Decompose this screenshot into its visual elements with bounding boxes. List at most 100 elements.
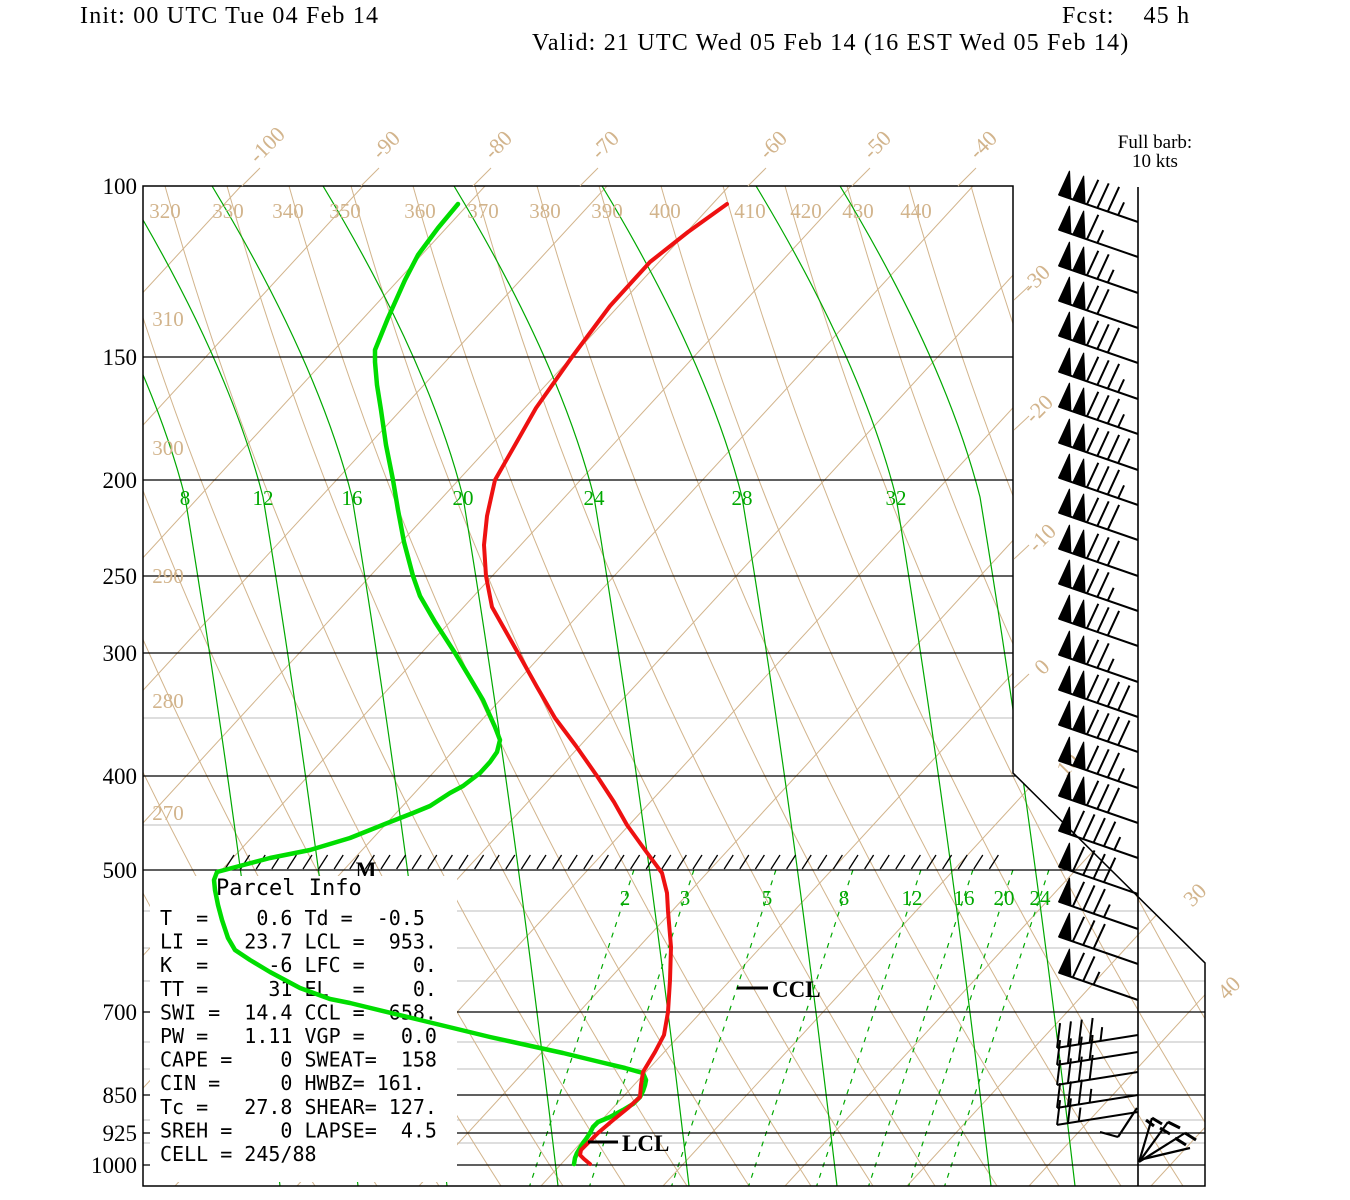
svg-text:20: 20 xyxy=(994,886,1015,910)
svg-text:-20: -20 xyxy=(1019,389,1057,427)
svg-text:24: 24 xyxy=(1030,886,1052,910)
svg-text:28: 28 xyxy=(732,486,753,510)
svg-text:100: 100 xyxy=(103,174,138,199)
parcel-info-background xyxy=(150,876,457,1182)
svg-text:0: 0 xyxy=(1029,654,1054,679)
wind-barb xyxy=(1056,1098,1139,1126)
wind-barb xyxy=(1057,524,1139,577)
parcel-info-title: Parcel Info xyxy=(216,876,362,901)
wind-barb xyxy=(1057,488,1139,541)
wind-barb xyxy=(1057,912,1139,965)
svg-text:1000: 1000 xyxy=(91,1153,137,1178)
svg-text:340: 340 xyxy=(272,199,304,223)
svg-text:420: 420 xyxy=(790,199,822,223)
lcl-marker: LCL xyxy=(588,1131,669,1156)
svg-text:300: 300 xyxy=(152,436,184,460)
parcel-info-line: LI = 23.7 LCL = 953. xyxy=(160,930,437,954)
wind-barb xyxy=(1057,948,1139,1001)
wind-barb xyxy=(1056,1079,1139,1109)
svg-text:CCL: CCL xyxy=(772,977,821,1002)
parcel-info-line: K = -6 LFC = 0. xyxy=(160,953,437,977)
svg-text:30: 30 xyxy=(1178,878,1211,911)
svg-text:40: 40 xyxy=(1212,971,1245,1004)
svg-text:310: 310 xyxy=(152,307,184,331)
parcel-info-line: PW = 1.11 VGP = 0.0 xyxy=(160,1024,437,1048)
plot-border xyxy=(142,185,1206,1187)
svg-text:320: 320 xyxy=(149,199,181,223)
svg-text:12: 12 xyxy=(902,886,923,910)
wind-barb xyxy=(1057,382,1139,435)
moist-adiabat-labels: 8 12 16 20 24 28 32 xyxy=(180,486,907,510)
svg-text:270: 270 xyxy=(152,801,184,825)
svg-text:-100: -100 xyxy=(244,122,290,168)
wind-barb xyxy=(1057,665,1139,718)
svg-text:700: 700 xyxy=(103,1000,138,1025)
wind-barb xyxy=(1057,806,1139,859)
svg-text:-40: -40 xyxy=(963,125,1001,163)
svg-text:8: 8 xyxy=(839,886,850,910)
hatch-band-500 xyxy=(224,854,999,870)
svg-text:-80: -80 xyxy=(478,125,516,163)
svg-text:430: 430 xyxy=(842,199,874,223)
svg-text:16: 16 xyxy=(954,886,975,910)
wind-barb xyxy=(1057,736,1139,789)
isotherm-labels-top: -100 -90 -80 -70 -60 -50 -40 xyxy=(241,122,1002,187)
svg-text:400: 400 xyxy=(103,764,138,789)
wind-barb xyxy=(1057,700,1139,753)
wind-barbs xyxy=(1056,170,1197,1186)
svg-text:150: 150 xyxy=(103,345,138,370)
parcel-info-line: CIN = 0 HWBZ= 161. xyxy=(160,1071,425,1095)
svg-text:400: 400 xyxy=(649,199,681,223)
surface-wind-cluster xyxy=(1099,1107,1197,1163)
svg-text:350: 350 xyxy=(329,199,361,223)
wind-barb xyxy=(1057,170,1139,223)
svg-text:850: 850 xyxy=(103,1083,138,1108)
svg-text:-50: -50 xyxy=(857,125,895,163)
wind-barb xyxy=(1056,1017,1139,1049)
parcel-info-line: SREH = 0 LAPSE= 4.5 xyxy=(160,1118,437,1142)
wind-barb xyxy=(1057,630,1139,683)
svg-text:410: 410 xyxy=(734,199,766,223)
svg-text:-70: -70 xyxy=(585,125,623,163)
temperature-trace xyxy=(482,202,729,1166)
svg-text:16: 16 xyxy=(342,486,363,510)
svg-text:LCL: LCL xyxy=(622,1131,669,1156)
wind-barb xyxy=(1057,418,1139,471)
wind-barb-legend: Full barb: 10 kts xyxy=(1092,133,1218,171)
wind-barb xyxy=(1057,877,1139,930)
init-time-label: Init: 00 UTC Tue 04 Feb 14 xyxy=(80,3,380,29)
svg-text:3: 3 xyxy=(680,886,691,910)
svg-text:370: 370 xyxy=(467,199,499,223)
svg-text:8: 8 xyxy=(180,486,191,510)
svg-text:250: 250 xyxy=(103,564,138,589)
svg-text:-90: -90 xyxy=(366,125,404,163)
svg-text:-60: -60 xyxy=(753,125,791,163)
wind-barb xyxy=(1057,205,1139,258)
wind-barb-legend-line1: Full barb: xyxy=(1117,132,1193,153)
dry-adiabat-labels: 320 330 340 350 360 370 380 390 400 410 420 430 440 3… xyxy=(149,199,932,825)
wind-barb xyxy=(1057,241,1139,294)
wind-barb xyxy=(1057,559,1139,612)
svg-text:360: 360 xyxy=(404,199,436,223)
wind-barb xyxy=(1057,771,1139,824)
svg-text:2: 2 xyxy=(620,886,631,910)
wind-barb xyxy=(1057,594,1139,647)
mixing-ratio-labels: 2 3 5 8 12 16 20 24 xyxy=(620,886,1051,910)
parcel-info-line: CAPE = 0 SWEAT= 158 xyxy=(160,1048,437,1072)
svg-text:20: 20 xyxy=(453,486,474,510)
wind-barb xyxy=(1057,453,1139,506)
parcel-info-line: Tc = 27.8 SHEAR= 127. xyxy=(160,1095,437,1119)
wind-barb-legend-line2: 10 kts xyxy=(1132,151,1178,172)
svg-text:24: 24 xyxy=(584,486,606,510)
svg-text:500: 500 xyxy=(103,858,138,883)
wind-barb xyxy=(1057,842,1139,895)
parcel-info-line: T = 0.6 Td = -0.5 xyxy=(160,906,425,930)
svg-text:5: 5 xyxy=(762,886,773,910)
parcel-info-text: Parcel Info T = 0.6 Td = -0.5LI = 23.7 LC… xyxy=(160,876,437,1166)
svg-text:925: 925 xyxy=(103,1121,138,1146)
svg-text:380: 380 xyxy=(529,199,561,223)
wind-barb xyxy=(1057,276,1139,329)
svg-text:290: 290 xyxy=(152,564,184,588)
